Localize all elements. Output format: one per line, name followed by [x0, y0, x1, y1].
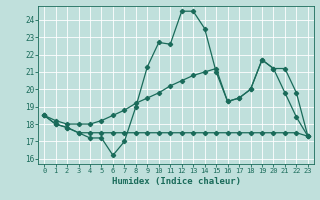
X-axis label: Humidex (Indice chaleur): Humidex (Indice chaleur): [111, 177, 241, 186]
